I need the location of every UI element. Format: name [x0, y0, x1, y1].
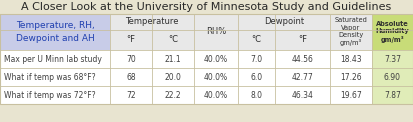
Bar: [0, 68, 110, 86]
Text: 42.77: 42.77: [292, 72, 313, 81]
Bar: [110, 50, 152, 68]
Text: RH%: RH%: [206, 27, 226, 36]
Text: A Closer Look at the University of Minnesota Study and Guidelines: A Closer Look at the University of Minne…: [21, 2, 392, 12]
Bar: [275, 68, 330, 86]
Bar: [330, 68, 372, 86]
Text: 19.67: 19.67: [340, 91, 362, 100]
Text: 44.56: 44.56: [292, 55, 313, 63]
Bar: [110, 30, 152, 50]
Bar: [238, 30, 275, 50]
Bar: [194, 68, 238, 86]
Bar: [0, 14, 413, 104]
Text: Saturated
Vapor
Density
gm/m³: Saturated Vapor Density gm/m³: [335, 17, 368, 46]
Text: 7.87: 7.87: [384, 91, 401, 100]
Bar: [0, 86, 110, 104]
Bar: [0, 0, 413, 14]
Text: 40.0%: 40.0%: [204, 72, 228, 81]
Text: °C: °C: [252, 36, 261, 45]
Bar: [275, 50, 330, 68]
Bar: [372, 14, 413, 50]
Bar: [238, 86, 275, 104]
Text: 40.0%: 40.0%: [204, 55, 228, 63]
Bar: [372, 50, 413, 68]
Text: 8.0: 8.0: [251, 91, 263, 100]
Bar: [152, 30, 194, 50]
Text: 7.0: 7.0: [250, 55, 263, 63]
Bar: [0, 50, 110, 68]
Bar: [110, 68, 152, 86]
Text: 70: 70: [126, 55, 136, 63]
Bar: [110, 14, 194, 30]
Text: Max per U Minn lab study: Max per U Minn lab study: [4, 55, 102, 63]
Text: Absolute
Humidity
gm/m³: Absolute Humidity gm/m³: [376, 21, 409, 43]
Text: °F: °F: [298, 36, 307, 45]
Bar: [238, 14, 330, 30]
Text: °F: °F: [126, 36, 135, 45]
Text: 18.43: 18.43: [340, 55, 362, 63]
Text: 46.34: 46.34: [292, 91, 313, 100]
Text: 6.0: 6.0: [250, 72, 263, 81]
Text: °C: °C: [168, 36, 178, 45]
Bar: [110, 86, 152, 104]
Bar: [372, 86, 413, 104]
Bar: [330, 86, 372, 104]
Bar: [152, 68, 194, 86]
Text: 17.26: 17.26: [340, 72, 362, 81]
Bar: [330, 50, 372, 68]
Bar: [0, 14, 110, 50]
Bar: [194, 50, 238, 68]
Text: Temperature: Temperature: [125, 17, 179, 26]
Bar: [275, 30, 330, 50]
Bar: [152, 86, 194, 104]
Bar: [194, 14, 238, 50]
Bar: [372, 68, 413, 86]
Text: Dewpoint: Dewpoint: [264, 17, 304, 26]
Bar: [152, 50, 194, 68]
Text: 68: 68: [126, 72, 136, 81]
Text: 40.0%: 40.0%: [204, 91, 228, 100]
Text: 6.90: 6.90: [384, 72, 401, 81]
Text: 72: 72: [126, 91, 136, 100]
Bar: [238, 68, 275, 86]
Text: 22.2: 22.2: [165, 91, 181, 100]
Bar: [194, 86, 238, 104]
Text: Temperature, RH,
Dewpoint and AH: Temperature, RH, Dewpoint and AH: [16, 21, 95, 43]
Text: What if temp was 68°F?: What if temp was 68°F?: [4, 72, 96, 81]
Bar: [238, 50, 275, 68]
Bar: [330, 14, 372, 50]
Text: 21.1: 21.1: [165, 55, 181, 63]
Text: What if temp was 72°F?: What if temp was 72°F?: [4, 91, 96, 100]
Text: 7.37: 7.37: [384, 55, 401, 63]
Text: 20.0: 20.0: [164, 72, 181, 81]
Bar: [275, 86, 330, 104]
